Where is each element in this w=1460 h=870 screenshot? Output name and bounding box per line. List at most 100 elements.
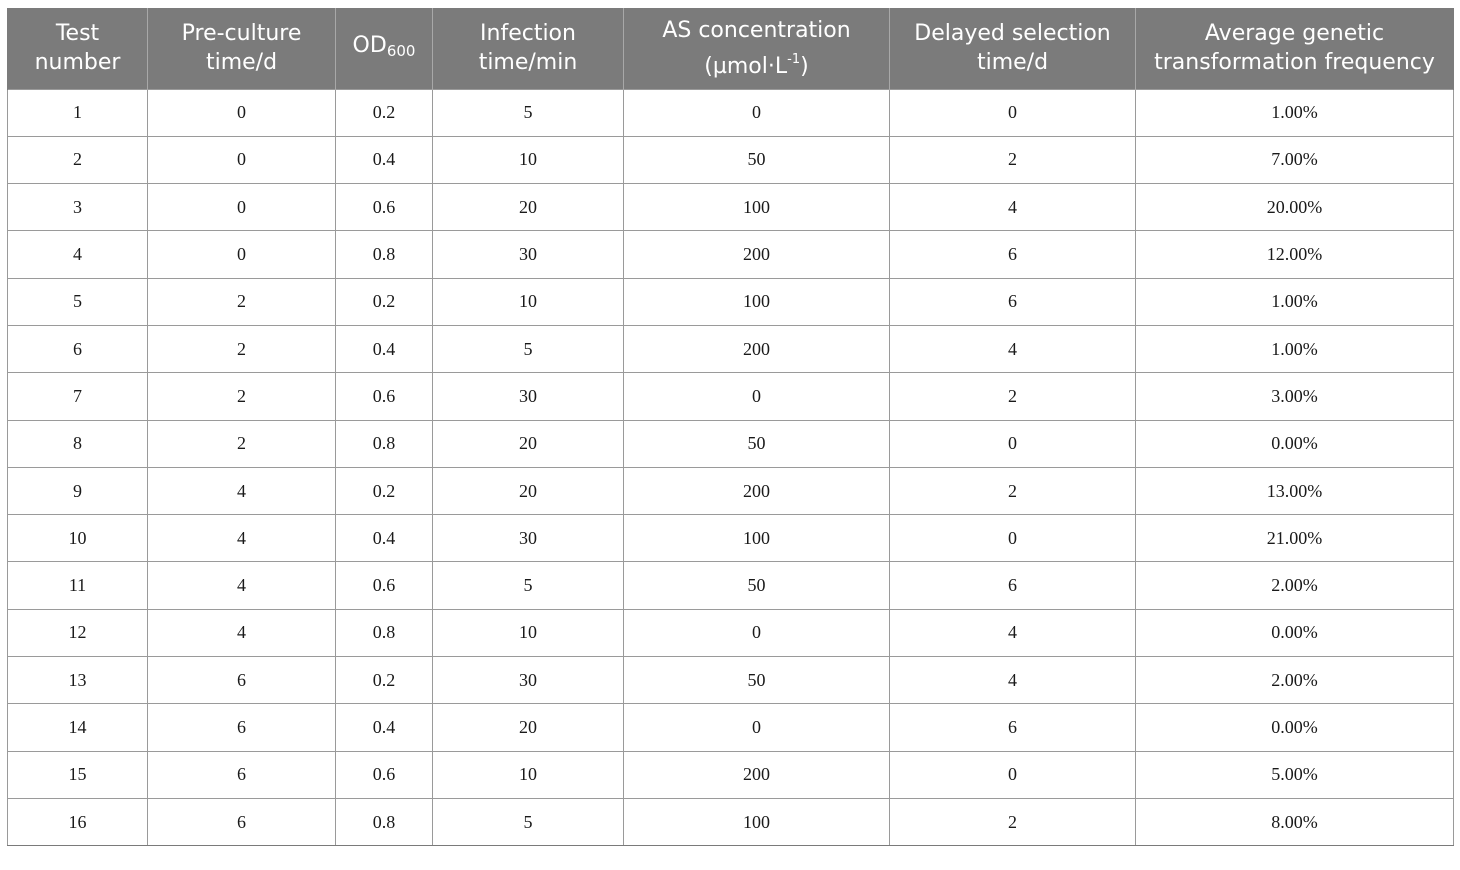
cell-test-number: 13 (7, 656, 148, 705)
cell-preculture-time: 4 (147, 608, 336, 658)
cell-test-number: 14 (7, 703, 148, 752)
cell-infection-time: 30 (432, 514, 624, 563)
table-row: 2 0 0.4 10 50 2 7.00% (7, 135, 1454, 185)
cell-test-number: 7 (7, 372, 148, 421)
cell-od600: 0.8 (335, 230, 433, 279)
header-as-unit-sup: -1 (787, 51, 801, 67)
table-row: 1 0 0.2 5 0 0 1.00% (7, 88, 1454, 137)
cell-as-concentration: 200 (623, 750, 890, 799)
cell-test-number: 15 (7, 750, 148, 799)
header-as-concentration: AS concentration (µmol·L-1) (623, 8, 890, 89)
cell-preculture-time: 2 (147, 277, 336, 326)
cell-delayed-selection: 4 (889, 183, 1136, 232)
header-od-label: OD (352, 32, 387, 58)
cell-average-frequency: 8.00% (1135, 797, 1454, 847)
table-row: 13 6 0.2 30 50 4 2.00% (7, 656, 1454, 705)
cell-od600: 0.4 (335, 135, 433, 185)
cell-average-frequency: 1.00% (1135, 324, 1454, 374)
cell-average-frequency: 2.00% (1135, 561, 1454, 610)
cell-delayed-selection: 6 (889, 230, 1136, 279)
cell-average-frequency: 13.00% (1135, 466, 1454, 516)
cell-average-frequency: 21.00% (1135, 514, 1454, 563)
header-test-number: Test number (7, 8, 148, 89)
cell-od600: 0.2 (335, 88, 433, 137)
cell-od600: 0.2 (335, 656, 433, 705)
header-od600: OD600 (335, 8, 433, 89)
cell-as-concentration: 0 (623, 372, 890, 421)
cell-test-number: 9 (7, 466, 148, 516)
cell-delayed-selection: 6 (889, 703, 1136, 752)
cell-as-concentration: 50 (623, 419, 890, 468)
cell-as-concentration: 50 (623, 135, 890, 185)
table-row: 7 2 0.6 30 0 2 3.00% (7, 372, 1454, 421)
cell-average-frequency: 0.00% (1135, 703, 1454, 752)
cell-average-frequency: 5.00% (1135, 750, 1454, 799)
cell-average-frequency: 0.00% (1135, 608, 1454, 658)
cell-infection-time: 30 (432, 230, 624, 279)
table-header: Test number Pre-culture time/d OD600 Inf… (7, 8, 1454, 89)
cell-delayed-selection: 0 (889, 750, 1136, 799)
table-row: 14 6 0.4 20 0 6 0.00% (7, 703, 1454, 752)
cell-infection-time: 30 (432, 656, 624, 705)
header-as-line1: AS concentration (662, 17, 851, 43)
cell-as-concentration: 100 (623, 277, 890, 326)
cell-infection-time: 5 (432, 561, 624, 610)
cell-test-number: 1 (7, 88, 148, 137)
cell-as-concentration: 50 (623, 656, 890, 705)
cell-preculture-time: 4 (147, 561, 336, 610)
header-infection-time: Infection time/min (432, 8, 624, 89)
header-preculture-time: Pre-culture time/d (147, 8, 336, 89)
cell-test-number: 16 (7, 797, 148, 847)
table-row: 15 6 0.6 10 200 0 5.00% (7, 750, 1454, 799)
cell-infection-time: 5 (432, 324, 624, 374)
cell-as-concentration: 0 (623, 703, 890, 752)
cell-infection-time: 10 (432, 750, 624, 799)
cell-infection-time: 10 (432, 608, 624, 658)
cell-as-concentration: 100 (623, 514, 890, 563)
cell-delayed-selection: 2 (889, 135, 1136, 185)
cell-delayed-selection: 2 (889, 797, 1136, 847)
table-row: 10 4 0.4 30 100 0 21.00% (7, 514, 1454, 563)
cell-od600: 0.8 (335, 608, 433, 658)
cell-od600: 0.8 (335, 797, 433, 847)
cell-test-number: 8 (7, 419, 148, 468)
cell-test-number: 4 (7, 230, 148, 279)
cell-od600: 0.6 (335, 372, 433, 421)
cell-test-number: 10 (7, 514, 148, 563)
cell-average-frequency: 0.00% (1135, 419, 1454, 468)
cell-as-concentration: 200 (623, 324, 890, 374)
cell-delayed-selection: 2 (889, 466, 1136, 516)
cell-infection-time: 30 (432, 372, 624, 421)
cell-delayed-selection: 0 (889, 419, 1136, 468)
table-row: 6 2 0.4 5 200 4 1.00% (7, 324, 1454, 374)
cell-delayed-selection: 6 (889, 561, 1136, 610)
cell-preculture-time: 6 (147, 703, 336, 752)
cell-infection-time: 5 (432, 88, 624, 137)
table-row: 12 4 0.8 10 0 4 0.00% (7, 608, 1454, 658)
cell-test-number: 12 (7, 608, 148, 658)
table-row: 9 4 0.2 20 200 2 13.00% (7, 466, 1454, 516)
cell-average-frequency: 7.00% (1135, 135, 1454, 185)
cell-as-concentration: 0 (623, 88, 890, 137)
table-row: 5 2 0.2 10 100 6 1.00% (7, 277, 1454, 326)
cell-as-concentration: 0 (623, 608, 890, 658)
cell-od600: 0.4 (335, 324, 433, 374)
cell-od600: 0.8 (335, 419, 433, 468)
header-od-subscript: 600 (386, 41, 416, 60)
header-delayed-selection: Delayed selection time/d (889, 8, 1136, 89)
cell-average-frequency: 1.00% (1135, 277, 1454, 326)
header-as-unit-a: (µmol·L (704, 53, 788, 79)
table-row: 16 6 0.8 5 100 2 8.00% (7, 797, 1454, 847)
cell-infection-time: 5 (432, 797, 624, 847)
cell-delayed-selection: 2 (889, 372, 1136, 421)
cell-as-concentration: 100 (623, 797, 890, 847)
data-table-container: Test number Pre-culture time/d OD600 Inf… (7, 8, 1454, 847)
header-average-frequency: Average genetic transformation frequency (1135, 8, 1454, 89)
cell-delayed-selection: 0 (889, 88, 1136, 137)
header-as-unit-b: ) (800, 53, 809, 79)
cell-test-number: 5 (7, 277, 148, 326)
cell-infection-time: 10 (432, 277, 624, 326)
cell-as-concentration: 100 (623, 183, 890, 232)
cell-preculture-time: 2 (147, 324, 336, 374)
cell-infection-time: 20 (432, 703, 624, 752)
